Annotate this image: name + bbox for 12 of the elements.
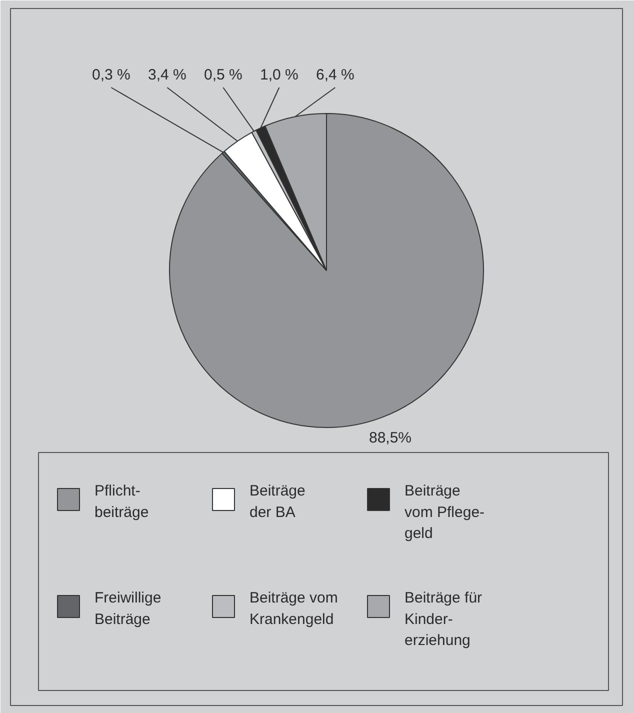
legend-label: Beiträge vom Pflege- geld	[404, 482, 485, 542]
legend-label: Pflicht- beiträge	[94, 482, 149, 521]
data-label: 6,4 %	[316, 66, 354, 84]
data-label: 3,4 %	[148, 66, 186, 84]
data-label: 1,0 %	[260, 66, 298, 84]
legend-label: Beiträge für Kinder- erziehung	[404, 590, 482, 649]
data-label: 0,3 %	[92, 66, 130, 84]
legend-label: Beiträge vom Krankengeld	[250, 590, 338, 628]
data-label: 0,5 %	[204, 66, 242, 84]
data-label: 88,5%	[368, 429, 412, 446]
legend-label: Freiwillige Beiträge	[94, 590, 162, 628]
legend-label: Beiträge der BA	[250, 482, 306, 521]
